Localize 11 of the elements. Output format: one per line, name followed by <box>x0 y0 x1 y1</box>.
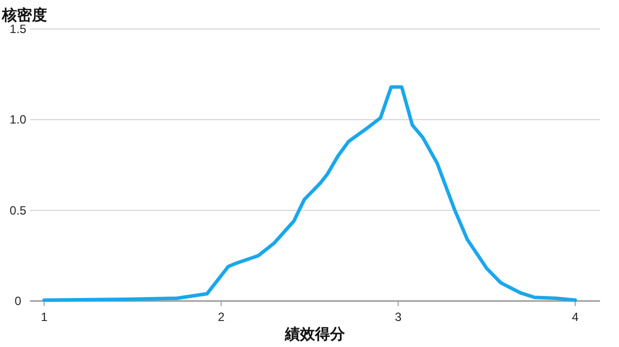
x-axis-title: 績效得分 <box>284 326 346 343</box>
y-tick-label: 1.5 <box>10 22 27 36</box>
x-tick-label: 1 <box>40 310 48 324</box>
y-axis-title: 核密度 <box>1 6 47 24</box>
y-tick-label: 0 <box>14 294 22 308</box>
x-tick-label: 4 <box>572 310 579 324</box>
y-tick-label: 0.5 <box>10 203 27 218</box>
x-tick-label: 3 <box>394 310 402 324</box>
y-tick-label: 1.0 <box>10 112 27 127</box>
line-series <box>42 85 577 302</box>
x-tick-label: 2 <box>218 310 225 324</box>
